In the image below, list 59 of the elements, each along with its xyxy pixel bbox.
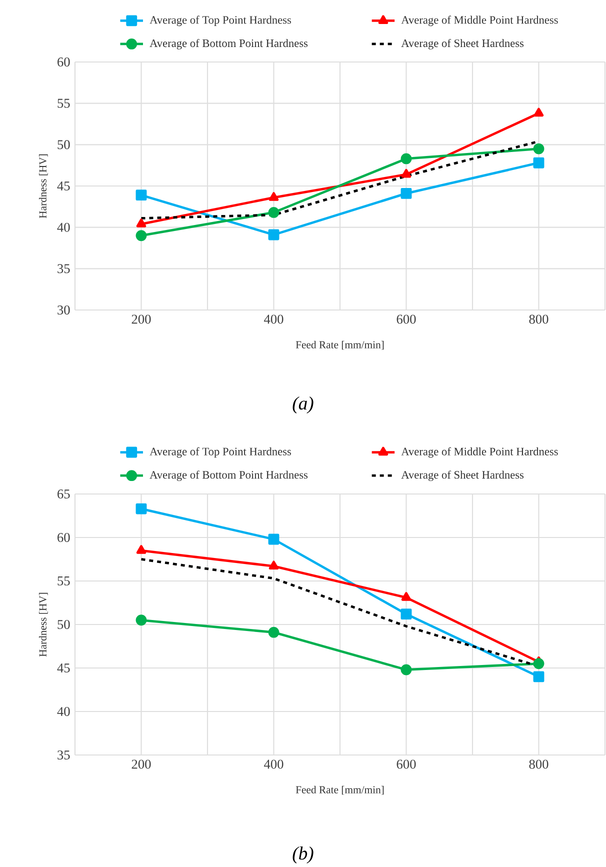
y-tick-label: 55	[58, 98, 70, 108]
legend-label: Average of Bottom Point Hardness	[150, 470, 308, 482]
x-axis-title: Feed Rate [mm/min]	[296, 340, 384, 350]
point	[400, 188, 412, 199]
point	[401, 592, 412, 601]
y-tick-label: 40	[57, 706, 70, 716]
legend-label: Average of Middle Point Hardness	[401, 447, 558, 458]
y-tick-label: 35	[58, 264, 70, 274]
y-axis-title: Hardness [HV]	[38, 592, 48, 657]
point	[136, 614, 147, 626]
legend-label: Average of Top Point Hardness	[150, 16, 291, 26]
point	[401, 168, 412, 178]
point	[136, 545, 146, 554]
y-axis-title: Hardness [HV]	[38, 154, 48, 218]
y-tick-label: 60	[58, 532, 70, 542]
y-tick-label: 65	[58, 490, 70, 498]
x-tick-label: 200	[132, 314, 151, 324]
legend-label: Average of Middle Point Hardness	[401, 16, 558, 26]
point	[533, 671, 544, 682]
point	[136, 190, 147, 201]
legend-label: Average of Sheet Hardness	[401, 470, 524, 482]
point	[136, 218, 146, 228]
point	[533, 143, 544, 154]
x-tick-label: 400	[264, 760, 284, 769]
point	[268, 206, 280, 218]
y-tick-label: 45	[57, 664, 70, 672]
legend-label: Average of Top Point Hardness	[150, 447, 291, 458]
point	[268, 626, 280, 638]
text: (a)	[292, 396, 314, 414]
y-tick-label: 55	[58, 576, 70, 586]
point	[533, 658, 544, 670]
point	[268, 229, 280, 240]
y-tick-label: 30	[58, 305, 70, 314]
y-tick-label: 50	[58, 620, 70, 629]
y-tick-label: 40	[57, 222, 70, 232]
point	[533, 157, 544, 168]
y-tick-label: 35	[58, 750, 70, 760]
text: (b)	[292, 846, 314, 864]
y-tick-label: 45	[57, 182, 70, 190]
y-tick-label: 50	[58, 140, 70, 150]
legend-label: Average of Bottom Point Hardness	[150, 38, 308, 50]
y-tick-label: 60	[58, 58, 70, 66]
point	[268, 534, 280, 545]
point	[400, 608, 412, 620]
point	[534, 108, 544, 117]
x-tick-label: 200	[132, 760, 151, 769]
point	[136, 503, 147, 514]
point	[268, 192, 279, 201]
x-tick-label: 400	[264, 314, 284, 324]
x-tick-label: 600	[396, 314, 416, 324]
x-tick-label: 800	[529, 760, 548, 769]
x-axis-title: Feed Rate [mm/min]	[296, 786, 384, 795]
point	[400, 664, 412, 676]
x-tick-label: 600	[396, 760, 416, 769]
legend-label: Average of Sheet Hardness	[401, 38, 524, 50]
point	[268, 560, 279, 570]
point	[400, 153, 412, 164]
x-tick-label: 800	[529, 314, 548, 324]
point	[136, 230, 147, 242]
